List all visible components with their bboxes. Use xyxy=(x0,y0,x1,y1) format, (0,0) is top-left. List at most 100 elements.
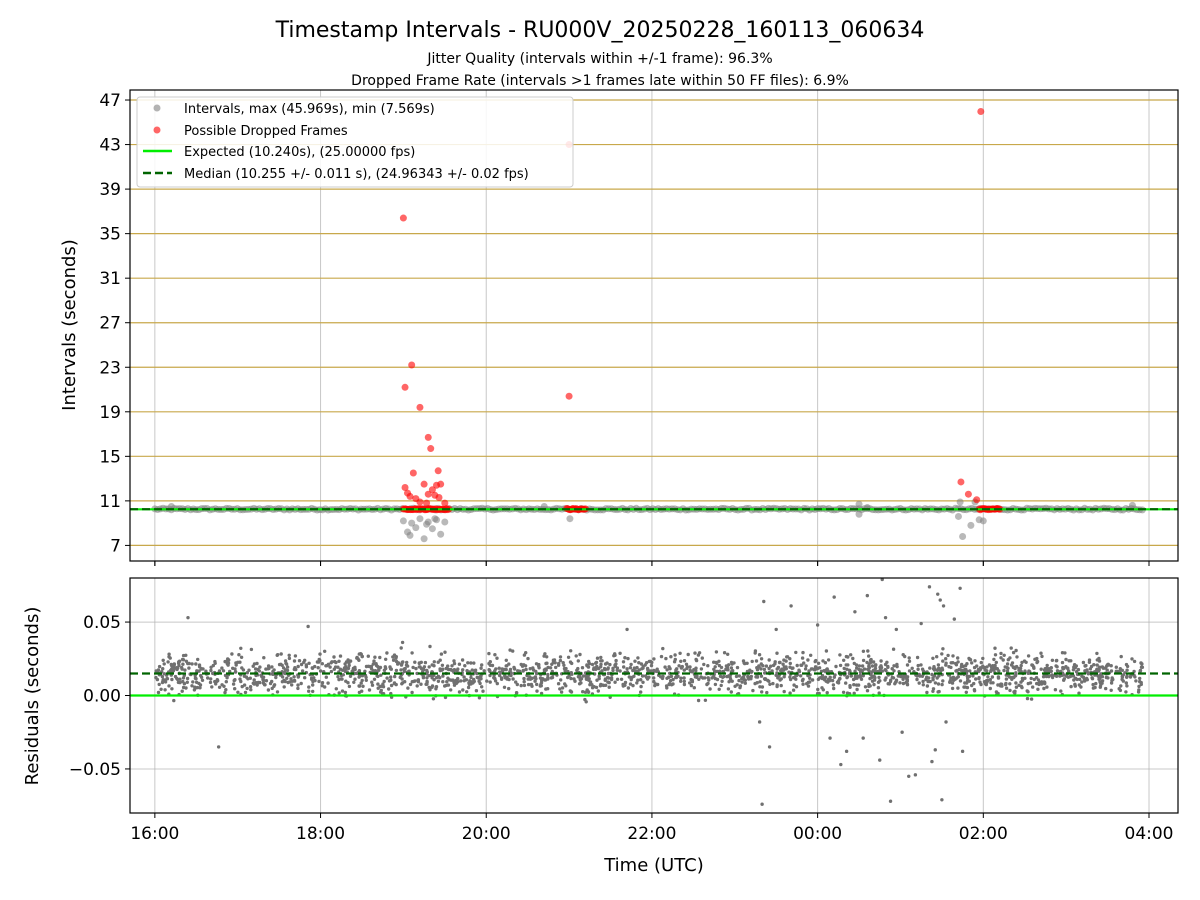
residual-point xyxy=(603,677,608,681)
residual-point xyxy=(1087,660,1092,664)
residual-point xyxy=(224,688,228,692)
residual-point xyxy=(791,688,796,692)
residual-point xyxy=(675,667,679,671)
residual-point xyxy=(1124,690,1128,694)
residual-point xyxy=(625,667,629,671)
residual-point xyxy=(604,683,608,687)
residual-point xyxy=(1026,654,1031,658)
residual-point xyxy=(737,674,741,678)
residual-point xyxy=(682,682,687,687)
residual-point xyxy=(283,659,288,663)
residual-point xyxy=(332,667,336,671)
residual-point xyxy=(800,656,805,660)
residual-point xyxy=(933,681,938,685)
residual-point xyxy=(586,665,591,669)
residual-point xyxy=(457,662,462,666)
residual-point xyxy=(718,674,723,678)
residual-point xyxy=(493,653,497,657)
residual-point xyxy=(845,691,850,695)
residual-point xyxy=(352,680,356,684)
residual-point xyxy=(434,685,438,689)
x-tick-label: 04:00 xyxy=(1125,824,1174,844)
residual-point xyxy=(1073,684,1078,688)
residual-point xyxy=(836,681,841,685)
residual-point xyxy=(992,657,996,662)
residual-point xyxy=(859,668,863,672)
dropped-frame-point xyxy=(441,499,449,507)
residual-point xyxy=(989,669,993,674)
residual-point xyxy=(1081,660,1086,665)
residual-point xyxy=(916,663,920,668)
residual-point xyxy=(287,653,291,657)
residual-point xyxy=(200,678,205,682)
residual-point xyxy=(719,683,723,688)
residual-point xyxy=(252,662,257,666)
residual-point xyxy=(529,682,534,687)
residual-outlier-point xyxy=(216,745,221,749)
residual-point xyxy=(1002,653,1006,657)
residual-point xyxy=(436,660,440,664)
residual-point xyxy=(1035,659,1040,664)
residual-point xyxy=(735,683,739,687)
residual-point xyxy=(328,665,332,669)
residual-point xyxy=(209,668,213,673)
residual-point xyxy=(720,679,724,683)
residual-point xyxy=(893,682,897,686)
residual-point xyxy=(445,680,449,684)
residual-point xyxy=(336,665,340,669)
dropped-frame-point xyxy=(437,480,445,488)
residual-point xyxy=(350,669,354,673)
residual-point xyxy=(454,678,458,683)
residual-point xyxy=(161,667,165,671)
residual-point xyxy=(678,651,682,655)
residual-point xyxy=(1036,678,1041,682)
residual-point xyxy=(497,673,502,678)
residual-point xyxy=(1036,687,1040,691)
residual-point xyxy=(1001,658,1005,662)
chart-title: Timestamp Intervals - RU000V_20250228_16… xyxy=(275,18,925,43)
residual-point xyxy=(540,678,544,683)
residual-point xyxy=(508,648,512,652)
residual-point xyxy=(936,682,941,686)
residual-point xyxy=(614,658,618,663)
residual-point xyxy=(591,667,596,672)
residual-point xyxy=(699,667,704,671)
residual-point xyxy=(190,662,194,666)
residual-point xyxy=(355,656,359,660)
residual-point xyxy=(296,686,300,691)
residual-outlier-point xyxy=(762,599,766,604)
residual-point xyxy=(694,669,698,673)
residual-point xyxy=(469,675,473,680)
residual-point xyxy=(1134,679,1138,683)
residual-point xyxy=(932,668,937,672)
residual-point xyxy=(1040,654,1044,659)
residual-point xyxy=(517,669,522,673)
x-tick-label: 02:00 xyxy=(959,824,1008,844)
residual-point xyxy=(487,668,491,672)
residual-point xyxy=(623,680,628,685)
residual-point xyxy=(170,687,174,691)
legend-marker-dropped xyxy=(153,126,161,134)
residual-point xyxy=(500,667,504,671)
residual-point xyxy=(268,681,273,686)
residual-point xyxy=(357,658,361,662)
residual-point xyxy=(944,657,948,661)
residual-point xyxy=(999,651,1003,656)
residual-point xyxy=(526,656,530,661)
residual-point xyxy=(185,676,190,681)
residual-point xyxy=(621,660,626,664)
residual-point xyxy=(463,664,467,668)
residual-point xyxy=(446,664,450,668)
residual-point xyxy=(359,681,363,685)
residual-point xyxy=(773,660,777,664)
residual-point xyxy=(347,663,351,668)
residual-point xyxy=(296,664,300,669)
residual-point xyxy=(244,675,249,679)
residual-point xyxy=(237,653,241,657)
residual-point xyxy=(311,683,315,687)
residual-point xyxy=(568,660,573,664)
residual-point xyxy=(956,686,960,690)
residual-point xyxy=(495,681,499,686)
residual-point xyxy=(777,660,782,665)
residual-point xyxy=(449,667,453,672)
